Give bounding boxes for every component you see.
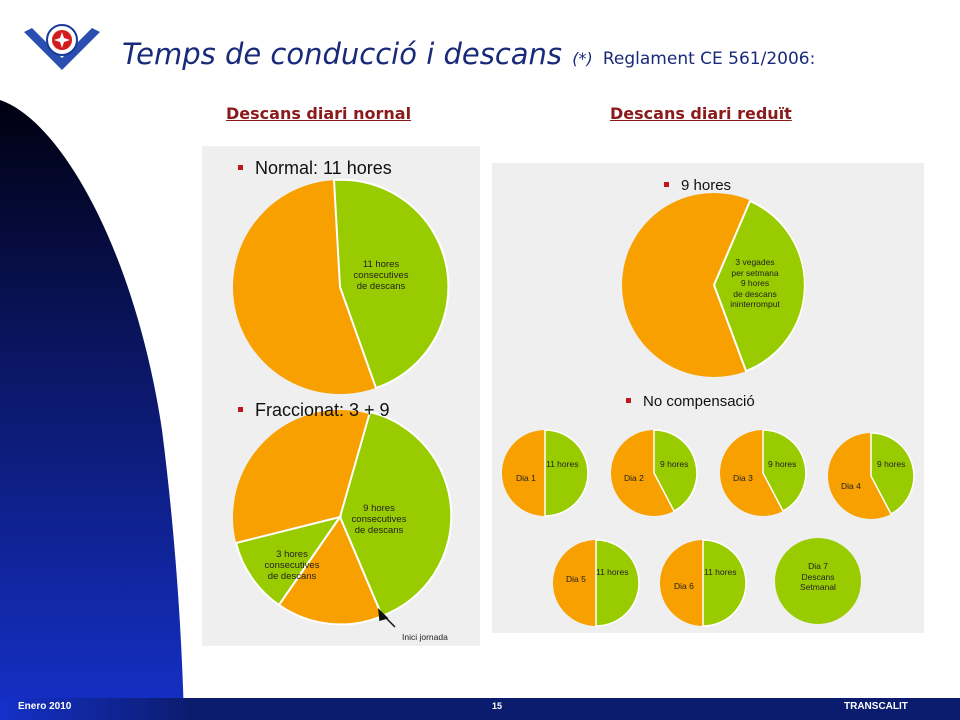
- split-pie-3h-slice: [234, 515, 343, 607]
- day7-pie: [775, 538, 861, 624]
- bullet-icon: [664, 181, 669, 187]
- title-note: (*): [572, 49, 593, 68]
- page-title: Temps de conducció i descans (*) Reglame…: [122, 34, 815, 72]
- split-9h-label: 9 hores consecutives de descans: [351, 503, 407, 536]
- title-main: Temps de conducció i descans: [122, 37, 563, 71]
- normal-section-label: Normal: 11 hores: [238, 158, 392, 179]
- split-pie-9h-slice: [338, 410, 453, 618]
- split-pie-orange-slice: [277, 514, 384, 626]
- split-section-label: Fraccionat: 3 + 9: [238, 400, 390, 421]
- normal-rest-panel: Normal: 11 hores 11 hores consecutives d…: [202, 146, 480, 646]
- day4-label: Dia 4: [841, 481, 861, 491]
- day6-pie: [660, 539, 747, 627]
- day4-rest: 9 hores: [877, 459, 906, 469]
- normal-pie-green-slice: [332, 178, 450, 390]
- reduced-pie-charts: [502, 193, 915, 627]
- day3-label: Dia 3: [733, 473, 753, 483]
- bullet-icon: [238, 406, 243, 412]
- regulation-label: Reglament CE 561/2006:: [602, 49, 816, 69]
- day6-rest: 11 hores: [704, 567, 737, 577]
- footer-bar: [0, 698, 960, 720]
- normal-rest-heading: Descans diari nornal: [226, 104, 412, 123]
- footer-company: TRANSCALIT: [844, 701, 908, 712]
- reduced-rest-panel: 9 hores 3 vegades per setmana 9 h: [492, 163, 924, 633]
- footer-date: Enero 2010: [18, 701, 72, 712]
- reduced-pie-green-slice: [712, 199, 806, 373]
- arrow-pointer-icon: [378, 607, 396, 628]
- day1-label: Dia 1: [516, 473, 536, 483]
- reduced-section-label: 9 hores: [664, 177, 731, 194]
- day5-rest: 11 hores: [596, 567, 629, 577]
- day4-pie: [828, 432, 915, 519]
- start-shift-note: Inici jornada: [402, 632, 448, 642]
- normal-slice-label: 11 hores consecutives de descans: [353, 259, 409, 292]
- split-3h-label: 3 hores consecutives de descans: [264, 549, 320, 582]
- day3-pie: [720, 429, 807, 516]
- no-compensation-label: No compensació: [626, 393, 755, 410]
- day7-label: Dia 7 Descans Setmanal: [800, 561, 836, 592]
- day2-pie: [611, 429, 698, 516]
- bullet-icon: [626, 397, 631, 403]
- footer-page-number: 15: [492, 701, 503, 711]
- day1-rest: 11 hores: [546, 459, 579, 469]
- sidebar-decoration: [0, 100, 184, 720]
- day2-label: Dia 2: [624, 473, 644, 483]
- day2-rest: 9 hores: [660, 459, 689, 469]
- day5-pie: [553, 539, 640, 627]
- day3-rest: 9 hores: [768, 459, 797, 469]
- reduced-slice-label: 3 vegades per setmana 9 hores de descans…: [730, 257, 780, 309]
- bullet-icon: [238, 164, 243, 170]
- company-logo: [24, 24, 100, 70]
- normal-pie-charts: [233, 178, 453, 628]
- day6-label: Dia 6: [674, 581, 694, 591]
- day5-label: Dia 5: [566, 574, 586, 584]
- day1-pie: [502, 429, 589, 517]
- reduced-rest-heading: Descans diari reduït: [610, 104, 792, 123]
